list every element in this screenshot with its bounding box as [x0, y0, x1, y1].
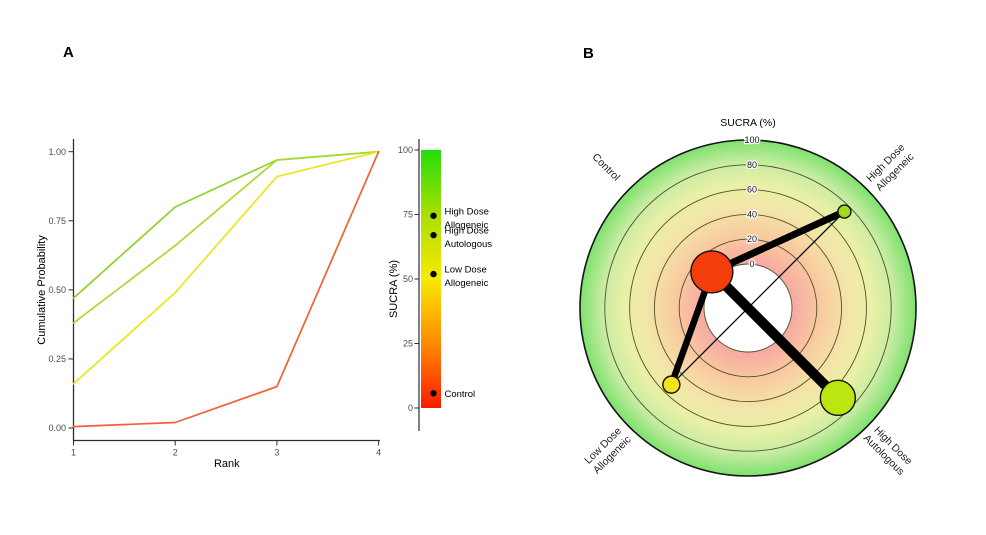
ring-label-60: 60: [747, 185, 757, 195]
x-tick-label: 2: [173, 448, 178, 458]
node-label-low-dose-allogeneic: Low DoseAllogeneic: [582, 424, 634, 476]
node-label-control: Control: [590, 151, 622, 183]
legend-entry-label: Control: [445, 389, 476, 400]
legend-tick-label: 75: [403, 210, 413, 220]
ring-label-0: 0: [749, 259, 754, 269]
legend-entry-label: High Dose: [445, 226, 489, 237]
radial-chart-title: SUCRA (%): [720, 117, 775, 129]
ring-20: [678, 238, 818, 378]
legend-title: SUCRA (%): [388, 260, 400, 318]
x-tick-label: 1: [71, 448, 76, 458]
legend-entry-label: Autologous: [445, 239, 493, 250]
cumulative-rank-chart: 1 2 3 4 0.00 0.25 0.50 0.75 1.00 Rank Cumulative P…: [36, 139, 493, 470]
ring-80: [604, 164, 892, 452]
node-label-high-dose-autologous: High DoseAutologous: [861, 423, 916, 478]
network-node-high-dose-autologous: [819, 379, 857, 417]
series-line-low-dose-allogeneic: [72, 150, 380, 385]
y-tick-label: 1.00: [48, 147, 66, 157]
y-tick-label: 0.50: [48, 285, 66, 295]
series-line-high-dose-autologous: [72, 150, 380, 324]
x-tick-label: 4: [376, 448, 381, 458]
x-tick-label: 3: [274, 448, 279, 458]
series-line-control: [72, 150, 380, 428]
series-line-high-dose-allogeneic: [72, 150, 380, 299]
ring-60: [629, 189, 867, 427]
sucra-radial-network-chart: 0 20 40 60 80 100 SUCRA (%) Control High DoseAll…: [579, 117, 917, 478]
ring-label-40: 40: [747, 209, 757, 219]
network-edge-control--high-dose-allogeneic: [710, 208, 846, 276]
network-node-control: [690, 250, 734, 294]
legend-tick-label: 100: [398, 145, 413, 155]
legend-dot-low-dose-allogeneic: [430, 270, 437, 278]
legend-dot-control: [430, 390, 437, 397]
axis-lines: [72, 139, 380, 442]
ring-label-80: 80: [747, 160, 757, 170]
legend-entry-label: High Dose: [445, 206, 489, 217]
legend-entry-label: Low Dose: [445, 265, 487, 276]
ring-label-20: 20: [747, 234, 757, 244]
legend-entry-label: Allogeneic: [445, 278, 489, 289]
y-axis-title: Cumulative Probability: [36, 235, 48, 345]
legend-entry-label: Allogeneic: [445, 220, 489, 231]
legend-dot-high-dose-autologous: [430, 231, 437, 239]
panel-a-label: A: [63, 44, 74, 61]
ring-40: [653, 213, 843, 403]
network-node-high-dose-allogeneic: [837, 204, 852, 219]
network-edge-high-dose-allogeneic--low-dose-allogeneic: [670, 211, 845, 386]
legend-tick-label: 0: [408, 403, 413, 413]
node-label-high-dose-allogeneic: High DoseAllogeneic: [864, 141, 916, 193]
y-tick-label: 0.75: [48, 216, 66, 226]
network-node-low-dose-allogeneic: [662, 375, 681, 394]
legend-colorbar: [421, 150, 441, 408]
legend-tick-label: 25: [403, 339, 413, 349]
panel-b-label: B: [583, 45, 594, 62]
ring-label-100: 100: [744, 135, 759, 145]
legend-dot-high-dose-allogeneic: [430, 212, 437, 219]
x-axis-title: Rank: [214, 458, 240, 470]
network-edge-control--high-dose-autologous: [708, 268, 842, 402]
y-tick-label: 0.00: [48, 423, 66, 433]
y-tick-label: 0.25: [48, 354, 66, 364]
legend-tick-label: 50: [403, 274, 413, 284]
